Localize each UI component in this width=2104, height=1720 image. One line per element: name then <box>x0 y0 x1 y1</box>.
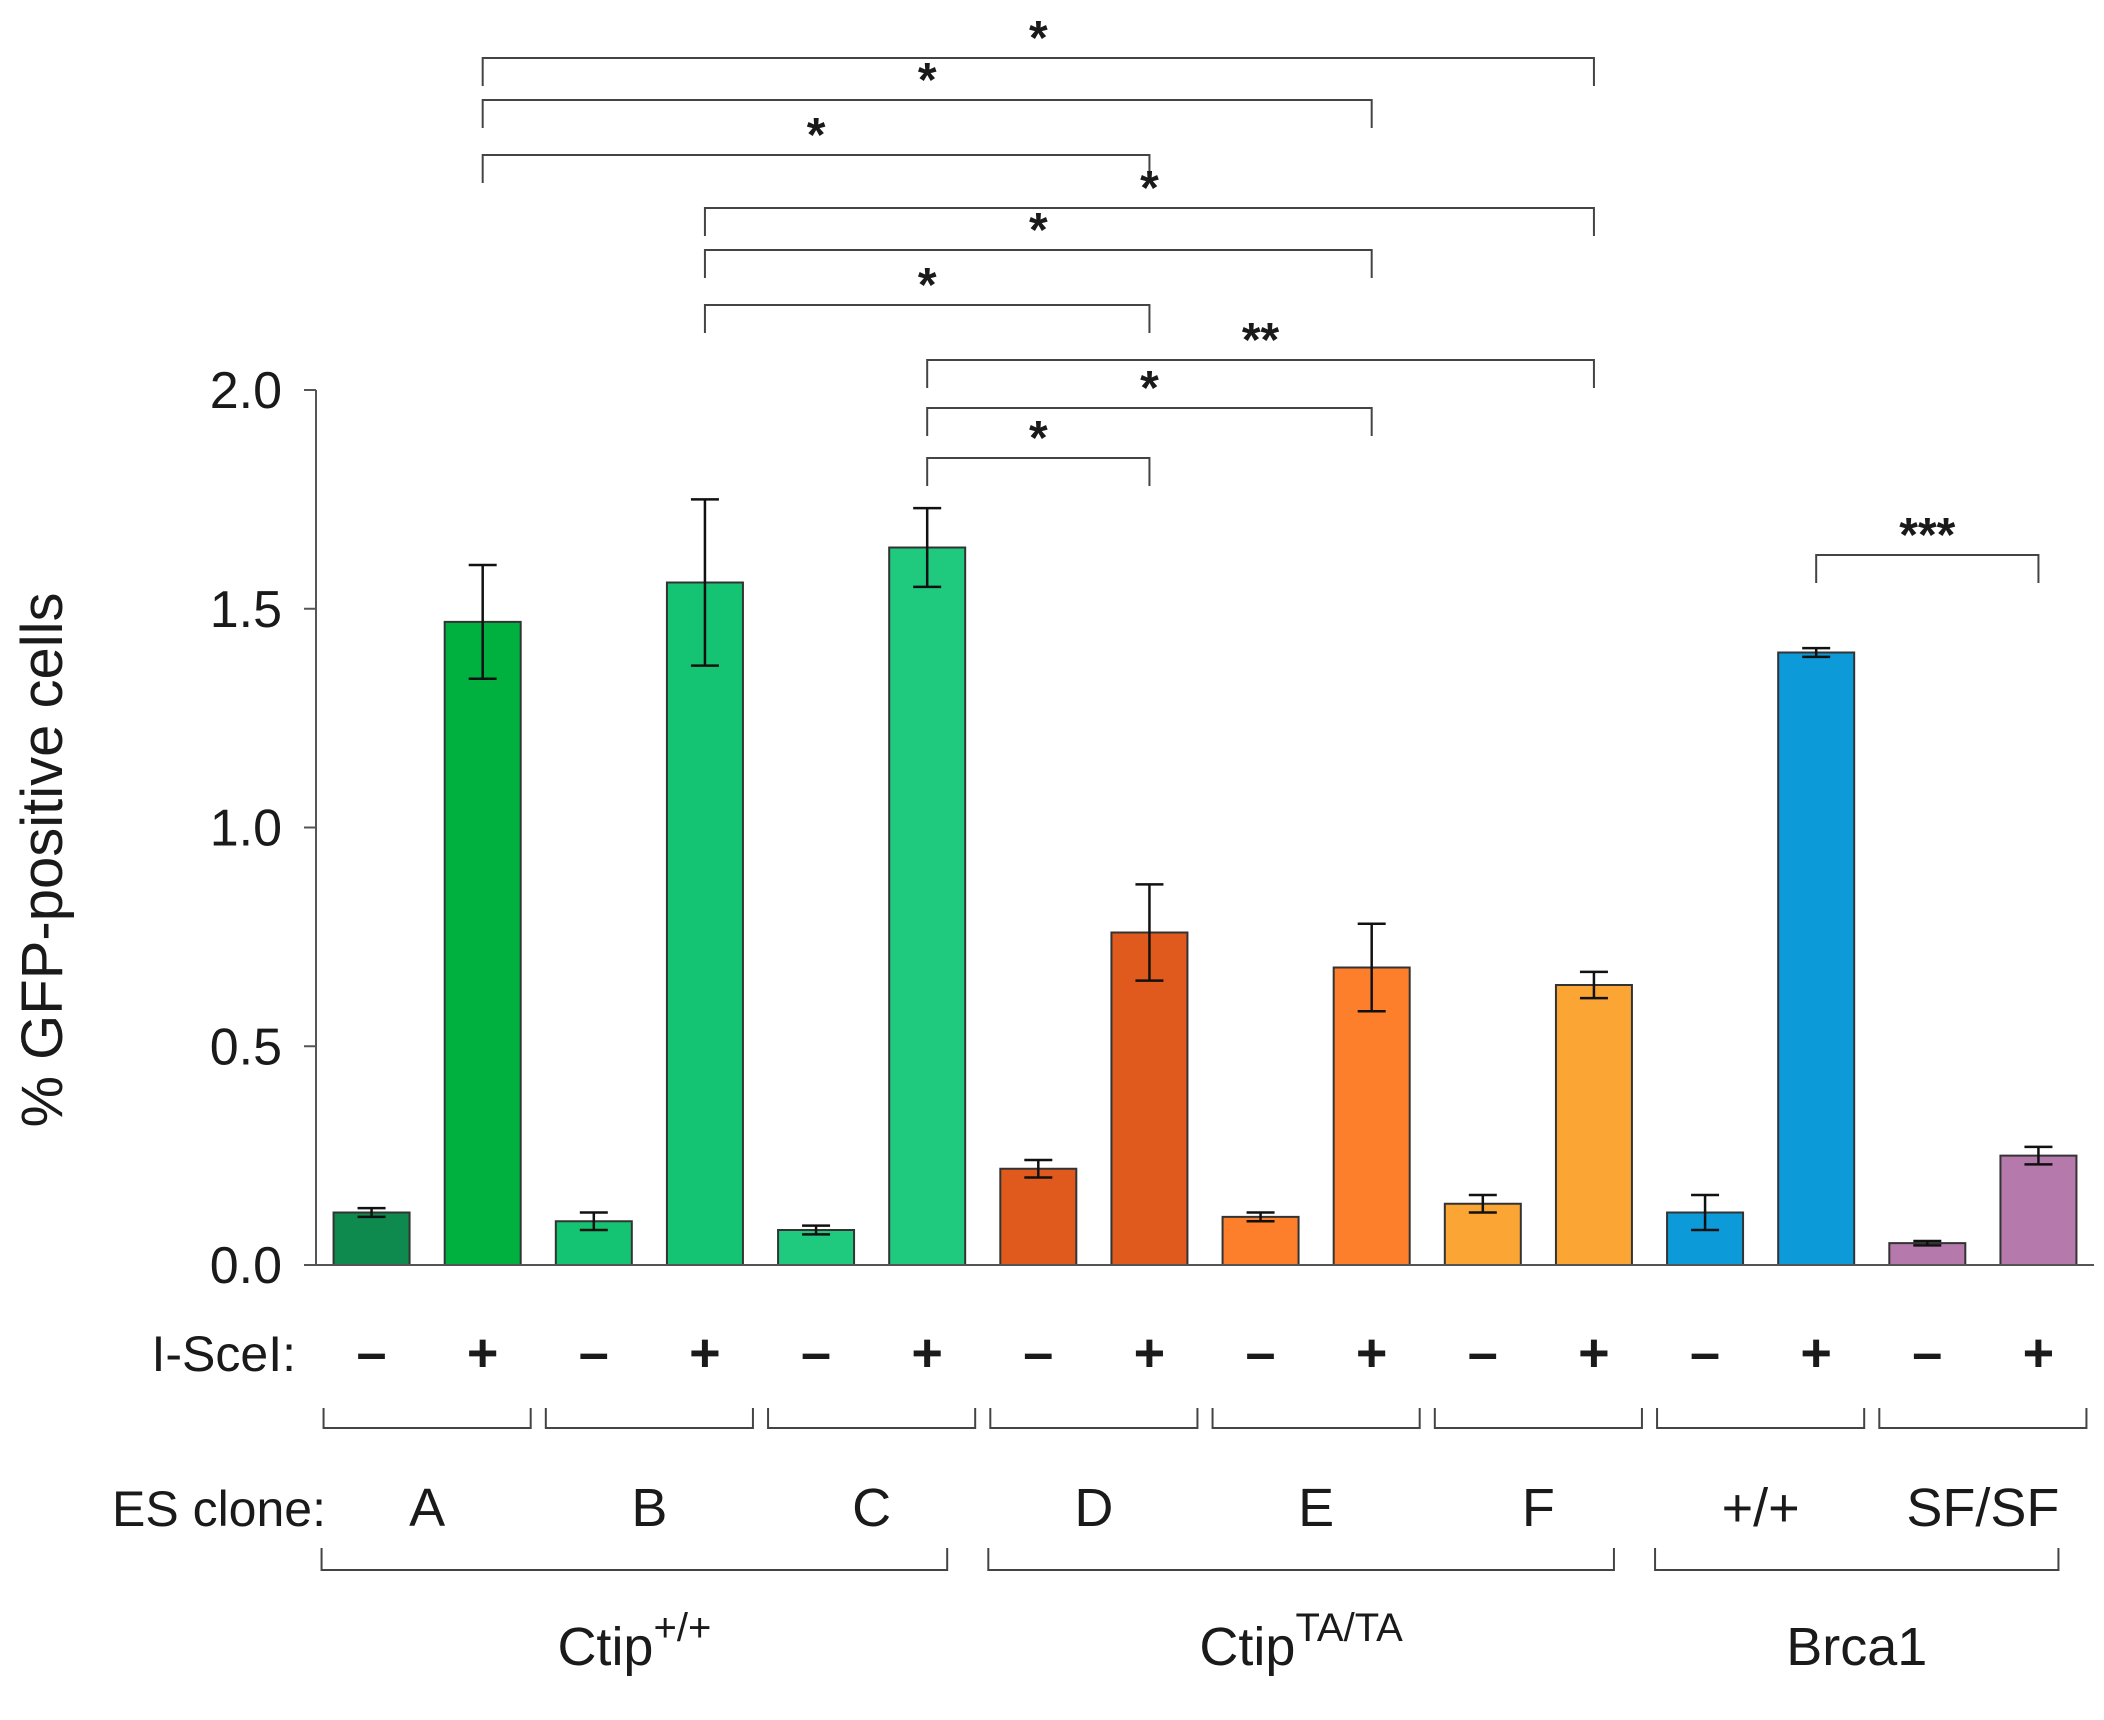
y-tick-label: 2.0 <box>210 362 282 420</box>
genotype-label: CtipTA/TA <box>1199 1606 1403 1677</box>
bar <box>665 581 744 1266</box>
significance-label: * <box>807 109 826 162</box>
treatment-label: + <box>1134 1323 1166 1383</box>
clone-label: A <box>409 1478 445 1538</box>
significance-bracket <box>481 154 1151 183</box>
y-axis-title: % GFP-positive cells <box>10 592 75 1127</box>
genotype-label: Brca1 <box>1786 1617 1927 1677</box>
clone-label: +/+ <box>1722 1478 1800 1538</box>
axes: 0.0 0.5 1.0 1.5 2.0 <box>210 362 2094 1295</box>
treatment-label: + <box>2023 1323 2055 1383</box>
significance-label: * <box>1140 162 1159 215</box>
significance-label: * <box>1140 362 1159 415</box>
treatment-label: – <box>1468 1323 1498 1383</box>
clone-label: F <box>1522 1478 1555 1538</box>
treatment-label: – <box>1912 1323 1942 1383</box>
x-axis-labels: – + – + – + – + – + – + – + – + A B C D E F +/+ SF/SF Ctip+/+ Cti… <box>320 1323 2088 1677</box>
clone-label: D <box>1074 1478 1113 1538</box>
bar <box>888 546 967 1266</box>
treatment-label: – <box>801 1323 831 1383</box>
significance-bracket <box>703 207 1595 236</box>
clone-label: B <box>631 1478 667 1538</box>
bar <box>1777 651 1856 1266</box>
y-tick-label: 1.5 <box>210 581 282 639</box>
y-tick-label: 0.5 <box>210 1018 282 1076</box>
clone-bracket <box>322 1408 532 1429</box>
significance-bracket <box>481 99 1373 128</box>
treatment-label: + <box>1800 1323 1832 1383</box>
significance-brackets: ************* <box>481 12 2040 583</box>
significance-label: * <box>918 54 937 107</box>
bar <box>1221 1215 1300 1266</box>
bar <box>1110 931 1189 1266</box>
significance-bracket <box>703 304 1151 333</box>
treatment-label: – <box>1246 1323 1276 1383</box>
significance-label: *** <box>1899 509 1955 562</box>
bar <box>332 1211 411 1266</box>
clone-label: E <box>1298 1478 1334 1538</box>
bar <box>1554 984 1633 1266</box>
treatment-label: – <box>357 1323 387 1383</box>
clone-bracket <box>544 1408 754 1429</box>
significance-bracket <box>926 407 1373 436</box>
significance-bracket <box>926 359 1595 388</box>
y-tick-label: 0.0 <box>210 1237 282 1295</box>
genotype-bracket <box>320 1548 949 1571</box>
clone-bracket <box>767 1408 977 1429</box>
genotype-label: Ctip+/+ <box>557 1606 711 1677</box>
treatment-label: – <box>1023 1323 1053 1383</box>
clone-bracket <box>1656 1408 1866 1429</box>
treatment-label: – <box>579 1323 609 1383</box>
clone-bracket <box>1211 1408 1421 1429</box>
significance-label: * <box>1029 12 1048 65</box>
genotype-bracket <box>1654 1548 2060 1571</box>
treatment-label: + <box>689 1323 721 1383</box>
clone-bracket <box>989 1408 1199 1429</box>
treatment-label: – <box>1690 1323 1720 1383</box>
treatment-label: + <box>467 1323 499 1383</box>
bar <box>1443 1202 1522 1266</box>
clone-bracket <box>1433 1408 1643 1429</box>
significance-label: ** <box>1242 314 1280 367</box>
y-tick-label: 1.0 <box>210 800 282 858</box>
significance-label: * <box>1029 204 1048 257</box>
bar <box>999 1167 1078 1266</box>
clone-bracket <box>1878 1408 2088 1429</box>
clone-label: SF/SF <box>1906 1478 2059 1538</box>
significance-bracket <box>926 457 1151 486</box>
clone-row-label: ES clone: <box>112 1481 326 1537</box>
significance-bracket <box>481 57 1595 86</box>
significance-label: * <box>1029 412 1048 465</box>
treatment-label: + <box>1356 1323 1388 1383</box>
significance-label: * <box>918 259 937 312</box>
bar <box>1332 966 1411 1266</box>
clone-label: C <box>852 1478 891 1538</box>
significance-bracket <box>1815 554 2040 583</box>
bar <box>443 620 522 1266</box>
treatment-label: + <box>1578 1323 1610 1383</box>
treatment-row-label: I-SceI: <box>152 1326 296 1382</box>
bar <box>1999 1154 2078 1266</box>
significance-bracket <box>703 249 1373 278</box>
treatment-label: + <box>911 1323 943 1383</box>
genotype-bracket <box>987 1548 1615 1571</box>
bars <box>332 498 2078 1266</box>
